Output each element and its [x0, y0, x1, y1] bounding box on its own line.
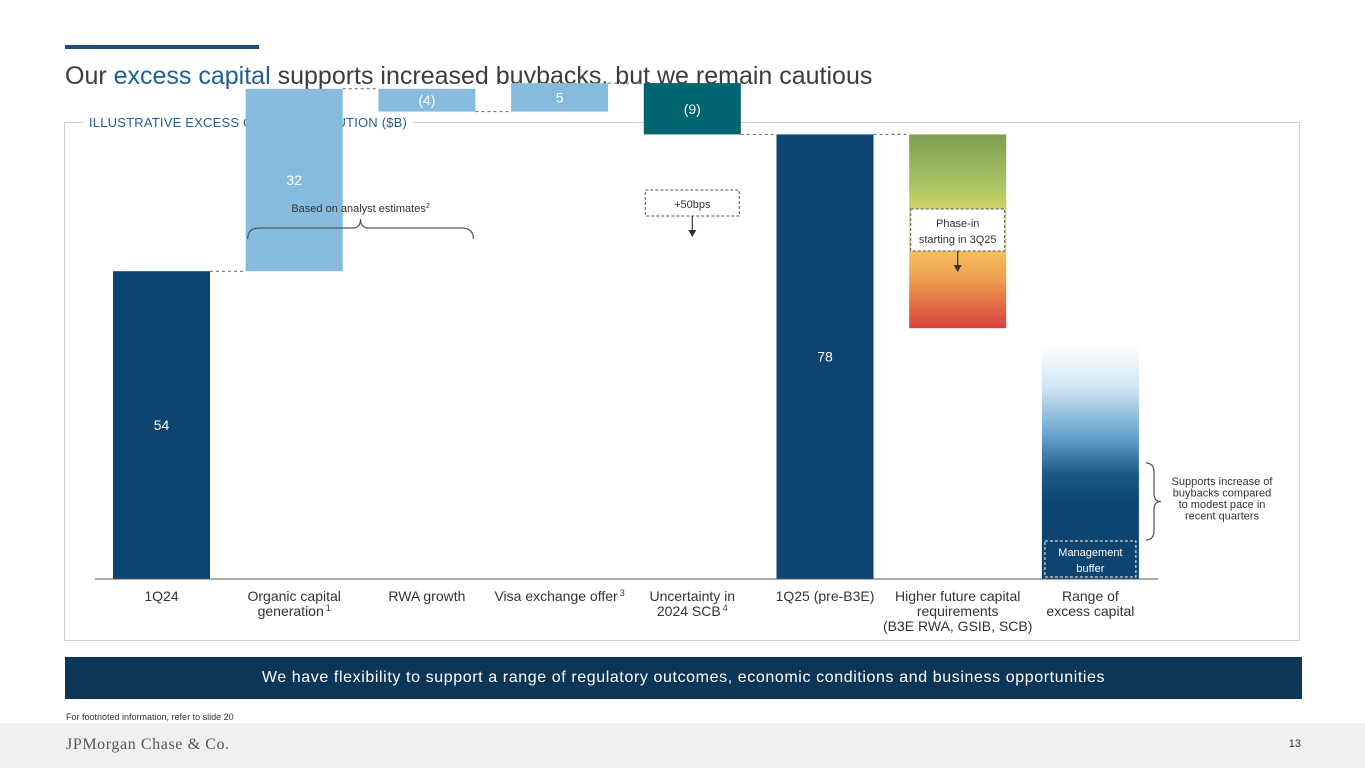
bar-value-label-5: 78 [817, 349, 833, 365]
title-prefix: Our [65, 62, 114, 90]
bar-7 [1041, 345, 1139, 579]
footer-bar [0, 723, 1365, 768]
page-title: Our excess capital supports increased bu… [65, 62, 872, 91]
footnote-text: For footnoted information, refer to slid… [66, 712, 234, 722]
category-label-3: Visa exchange offer 3 [494, 588, 624, 604]
bar-value-label-1: 32 [286, 172, 302, 188]
management-buffer-box [1044, 540, 1137, 578]
bar-value-label-4: (9) [684, 101, 701, 117]
scb-arrow-head [688, 230, 697, 237]
scb-box [644, 189, 740, 217]
page-number: 13 [1288, 738, 1301, 750]
analyst-estimates-label: Based on analyst estimates2 [291, 203, 430, 215]
bar-2 [378, 88, 476, 112]
bar-1 [245, 88, 343, 272]
category-label-2: RWA growth [388, 588, 465, 604]
management-buffer-label: Management buffer [1058, 547, 1122, 575]
supports-brace [1145, 462, 1162, 541]
category-label-5: 1Q25 (pre-B3E) [776, 588, 875, 604]
phase-in-label: Phase-in starting in 3Q25 [919, 218, 997, 246]
title-highlight: excess capital [113, 62, 271, 90]
category-label-4: Uncertainty in 2024 SCB 4 [650, 588, 736, 619]
analyst-estimates-brace [247, 218, 474, 240]
key-message-banner: We have flexibility to support a range o… [65, 657, 1302, 699]
title-accent-bar [65, 45, 259, 49]
bar-value-label-3: 5 [556, 89, 564, 105]
supports-note: Supports increase of buybacks compared to … [1172, 476, 1274, 523]
bar-value-label-0: 54 [154, 417, 170, 433]
category-label-0: 1Q24 [144, 588, 178, 604]
phase-in-arrow-head [953, 265, 962, 272]
category-label-7: Range of excess capital [1046, 588, 1134, 619]
scb-box-label: +50bps [674, 199, 711, 211]
company-logo: JPMorgan Chase & Co. [66, 736, 230, 753]
bar-5 [776, 134, 874, 579]
bar-value-label-2: (4) [418, 92, 435, 108]
bar-0 [113, 271, 210, 579]
category-label-6: Higher future capital requirements (B3E RW… [883, 588, 1032, 634]
bar-4 [643, 83, 741, 135]
category-label-1: Organic capital generation 1 [248, 588, 341, 619]
bar-3 [511, 83, 609, 112]
